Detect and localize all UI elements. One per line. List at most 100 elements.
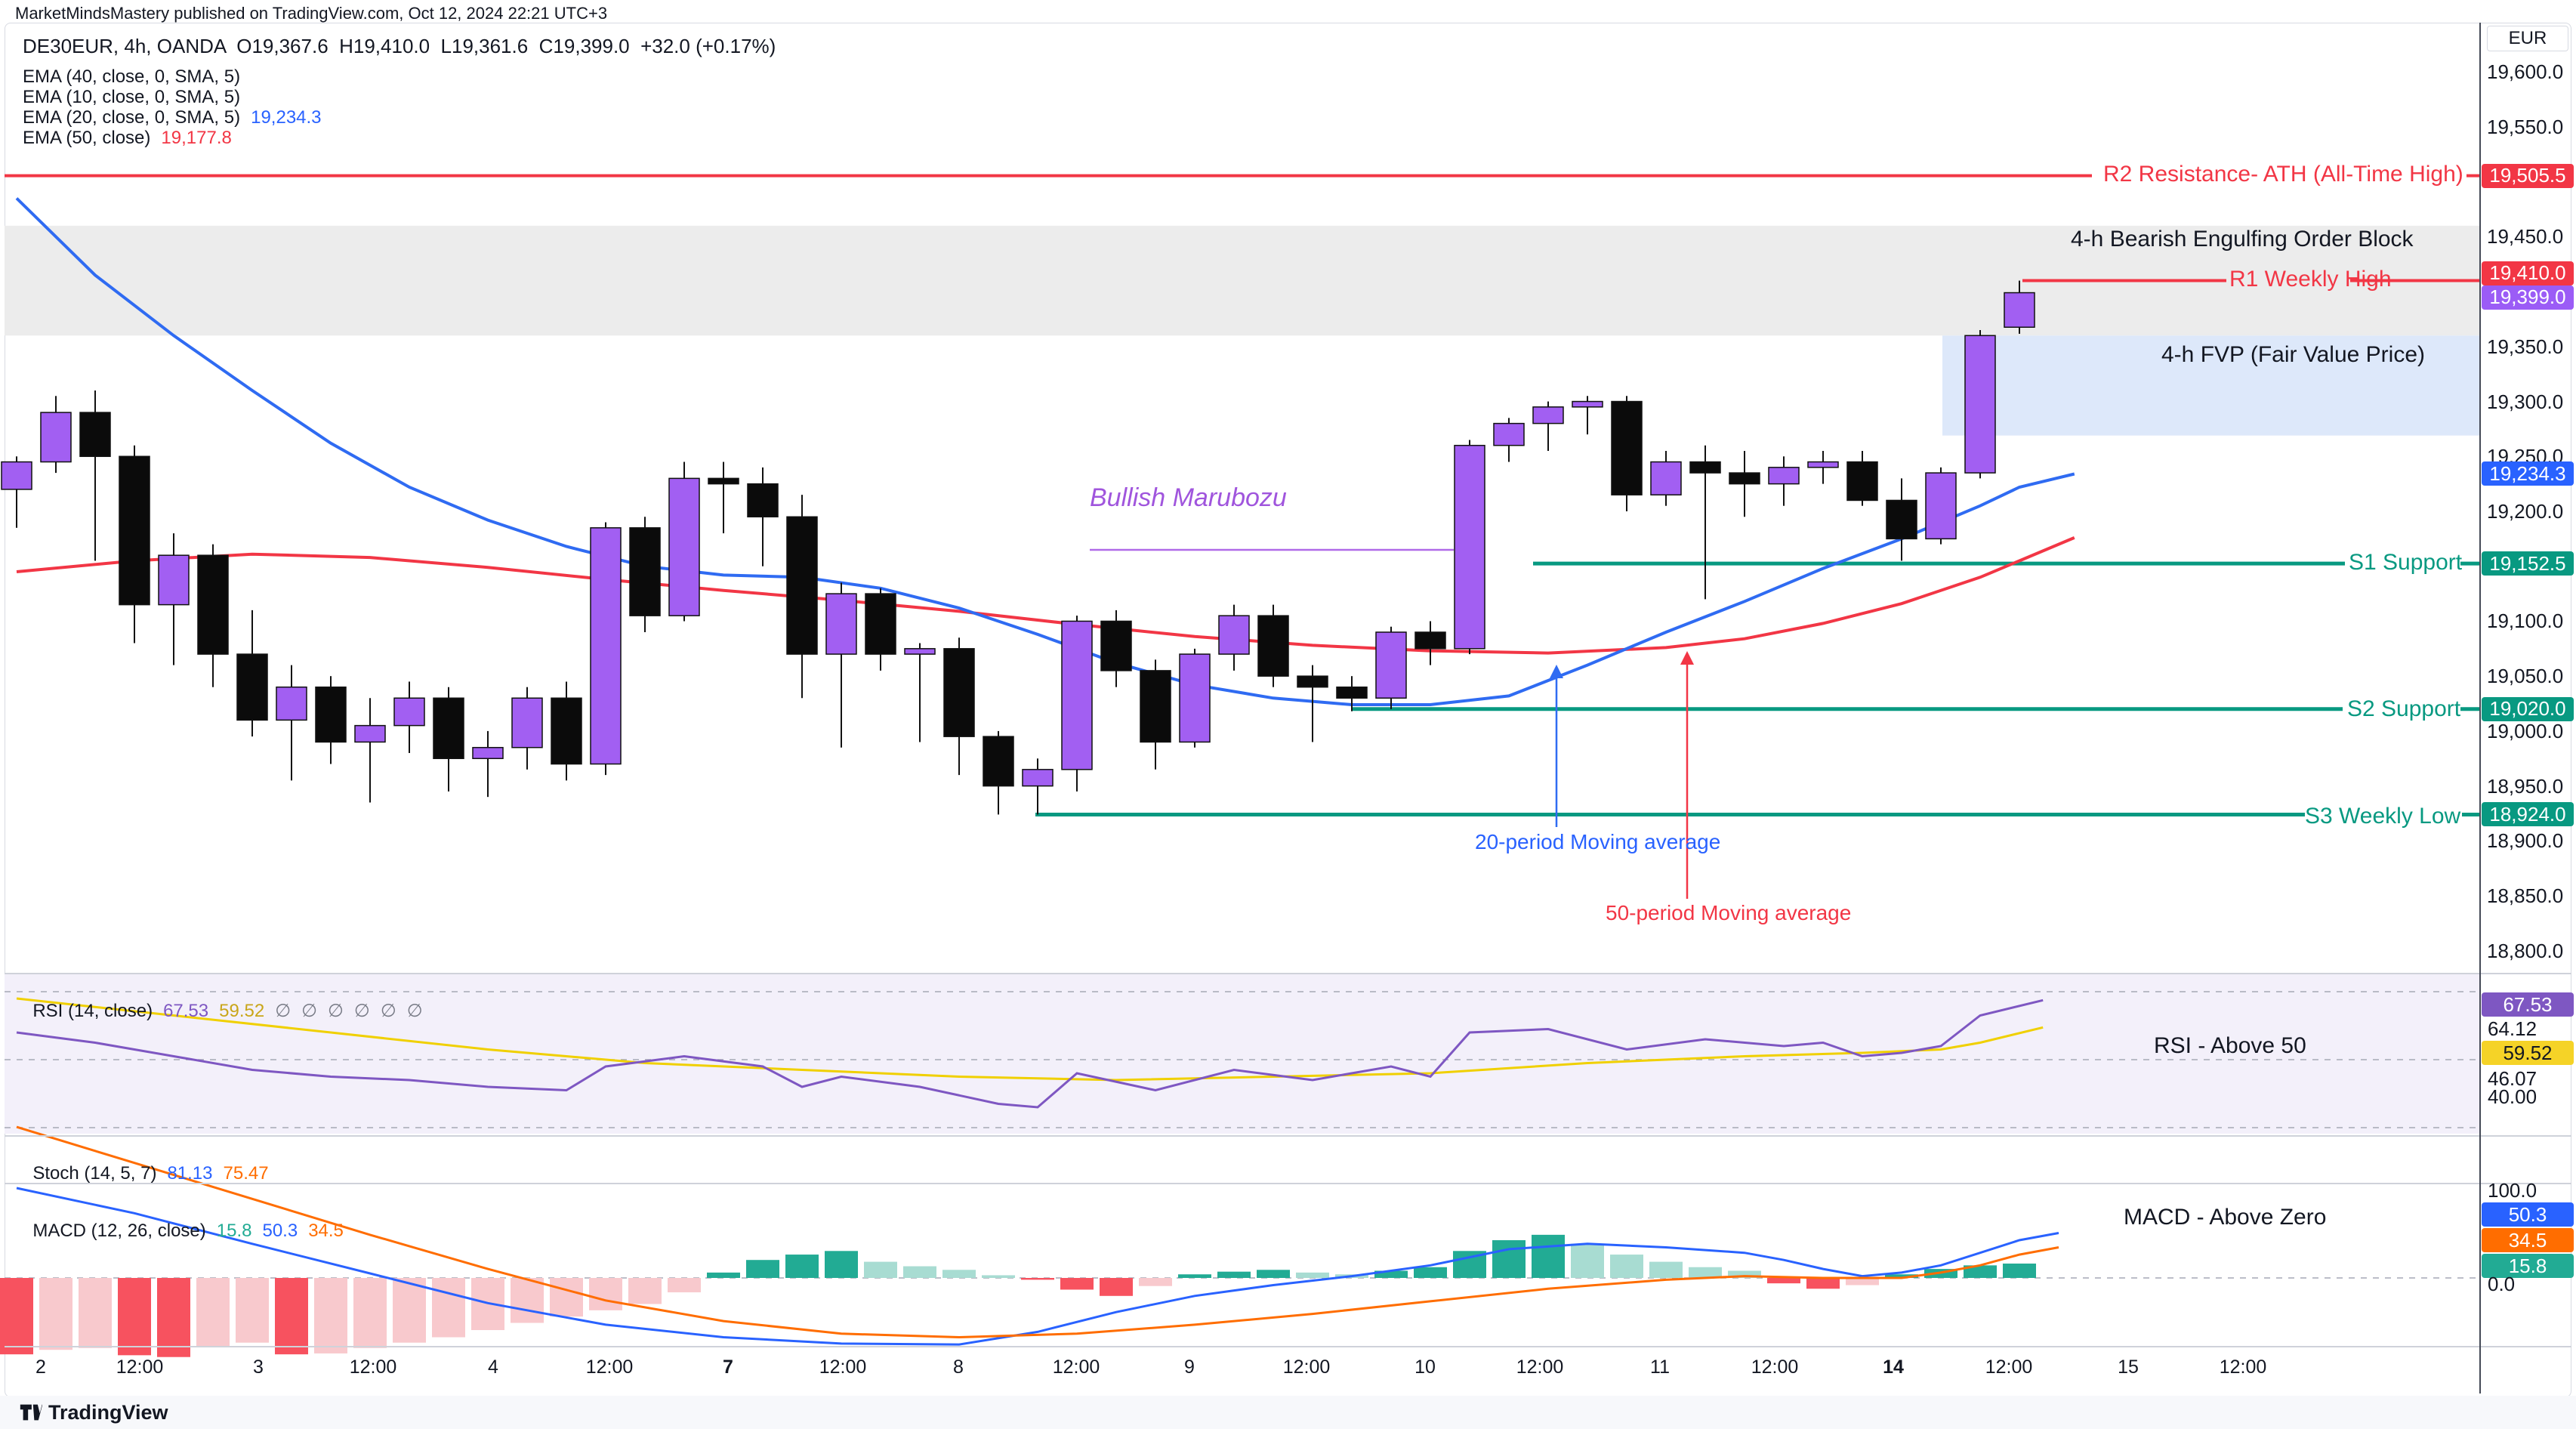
order-block-label[interactable]: 4-h Bearish Engulfing Order Block — [2071, 227, 2414, 252]
macd-histogram-bar — [1139, 1278, 1172, 1286]
macd-histogram-bar — [118, 1278, 151, 1356]
rsi-legend[interactable]: RSI (14, close) 67.53 59.52 ∅ ∅ ∅ ∅ ∅ ∅ — [23, 979, 423, 1022]
candle-body — [983, 736, 1014, 787]
bullish-marubozu-label[interactable]: Bullish Marubozu — [1090, 483, 1287, 512]
macd-histogram-bar — [1532, 1234, 1565, 1278]
candle-body — [1257, 615, 1289, 677]
time-axis-label: 12:00 — [1751, 1356, 1799, 1378]
macd-histogram-bar — [1728, 1270, 1761, 1278]
indicator-legend-value: ∅ — [406, 1001, 423, 1021]
time-axis-label: 15 — [2118, 1356, 2139, 1378]
macd-histogram-bar — [1374, 1270, 1408, 1278]
candle-body — [1414, 631, 1446, 650]
candle-body — [1100, 620, 1132, 671]
candle-body — [1768, 467, 1800, 485]
macd-histogram-bar — [1217, 1271, 1251, 1278]
price-axis-tick: 19,050.0 — [2487, 665, 2564, 688]
s3-weekly-low-label[interactable]: S3 Weekly Low — [2305, 804, 2461, 829]
symbol-legend[interactable]: DE30EUR, 4h, OANDA O19,367.6 H19,410.0 L… — [23, 35, 776, 57]
candle-body — [590, 527, 622, 765]
indicator-axis-label: 34.5 — [2482, 1228, 2574, 1252]
macd-legend[interactable]: MACD (12, 26, close) 15.8 50.3 34.5 — [23, 1199, 344, 1242]
fvp-label[interactable]: 4-h FVP (Fair Value Price) — [2161, 342, 2425, 367]
ema-legend-value: 19,177.8 — [161, 128, 232, 148]
macd-histogram-bar — [236, 1278, 269, 1343]
price-axis-border — [2479, 23, 2481, 1394]
time-axis-label: 12:00 — [819, 1356, 867, 1378]
ma20-annotation-label[interactable]: 20-period Moving average — [1475, 830, 1721, 853]
price-axis-tick: 19,350.0 — [2487, 335, 2564, 358]
price-level-chip: 19,399.0 — [2482, 285, 2574, 310]
macd-histogram-bar — [1100, 1278, 1133, 1296]
macd-histogram-bar — [589, 1278, 622, 1310]
indicator-legend-value: 75.47 — [223, 1163, 269, 1184]
tradingview-logo-icon — [20, 1404, 42, 1421]
publisher-bar: MarketMindsMastery published on TradingV… — [15, 4, 608, 23]
time-axis-label: 12:00 — [585, 1356, 634, 1378]
indicator-legend-value: 67.53 — [163, 1001, 209, 1021]
time-axis-label: 12:00 — [116, 1356, 164, 1378]
macd-histogram-bar — [1257, 1270, 1290, 1278]
time-axis-label: 8 — [953, 1356, 964, 1378]
macd-histogram-bar — [1021, 1278, 1054, 1280]
macd-histogram-bar — [668, 1278, 701, 1293]
macd-histogram-bar — [1610, 1255, 1643, 1278]
candle-body — [1022, 769, 1054, 787]
candle-body — [1729, 472, 1760, 485]
candle-body — [747, 483, 779, 518]
currency-button[interactable]: EUR — [2487, 26, 2568, 51]
candle-body — [629, 527, 661, 616]
ema-legend-value: 19,234.3 — [251, 107, 322, 128]
indicator-axis-label: 64.12 — [2488, 1017, 2537, 1040]
tradingview-logo[interactable]: TradingView — [18, 1400, 168, 1424]
price-axis-tick: 19,300.0 — [2487, 390, 2564, 413]
macd-histogram-bar — [0, 1278, 33, 1355]
price-axis-tick: 19,100.0 — [2487, 610, 2564, 633]
candle-body — [79, 412, 111, 458]
macd-histogram-bar — [550, 1278, 583, 1317]
macd-note[interactable]: MACD - Above Zero — [2124, 1205, 2327, 1230]
price-level-chip: 19,505.5 — [2482, 163, 2574, 188]
macd-histogram-bar — [157, 1278, 190, 1357]
price-axis-tick: 18,850.0 — [2487, 884, 2564, 908]
candle-body — [786, 516, 818, 655]
macd-histogram-bar — [1414, 1267, 1447, 1278]
ma50-annotation-label[interactable]: 50-period Moving average — [1606, 901, 1852, 924]
candle-body — [472, 746, 504, 760]
ema-legend-row[interactable]: EMA (20, close, 0, SMA, 5) 19,234.3 — [23, 107, 322, 128]
fair-value-price-zone — [1942, 335, 2479, 436]
candle-body — [1179, 653, 1211, 743]
macd-histogram-bar — [825, 1251, 858, 1278]
stoch-legend[interactable]: Stoch (14, 5, 7) 81.13 75.47 — [23, 1142, 269, 1184]
macd-histogram-bar — [785, 1255, 819, 1278]
pane-separator — [5, 1346, 2571, 1347]
r2-resistance-label[interactable]: R2 Resistance- ATH (All-Time High) — [2103, 162, 2463, 187]
time-axis-label: 14 — [1883, 1356, 1904, 1378]
macd-histogram-bar — [1846, 1278, 1879, 1285]
price-axis-tick: 19,200.0 — [2487, 500, 2564, 523]
ema-legend-row[interactable]: EMA (40, close, 0, SMA, 5) — [23, 66, 240, 88]
r1-weekly-high-label[interactable]: R1 Weekly High — [2229, 267, 2392, 292]
ema-legend-row[interactable]: EMA (10, close, 0, SMA, 5) — [23, 87, 240, 108]
s2-support-label[interactable]: S2 Support — [2347, 696, 2461, 721]
indicator-legend-value: ∅ — [380, 1001, 396, 1021]
s1-support-label[interactable]: S1 Support — [2349, 550, 2463, 575]
candle-body — [1572, 400, 1603, 408]
indicator-legend-value: ∅ — [328, 1001, 344, 1021]
candle-body — [236, 653, 268, 721]
macd-histogram-bar — [1649, 1261, 1683, 1278]
price-axis-tick: 19,550.0 — [2487, 115, 2564, 138]
price-axis-tick: 18,900.0 — [2487, 829, 2564, 853]
ma20-arrow-head — [1550, 665, 1563, 678]
ema-legend-row[interactable]: EMA (50, close) 19,177.8 — [23, 128, 232, 149]
macd-histogram-bar — [1571, 1243, 1604, 1278]
candle-body — [1964, 335, 1996, 474]
time-axis-label: 9 — [1184, 1356, 1195, 1378]
price-level-chip: 18,924.0 — [2482, 802, 2574, 827]
rsi-note[interactable]: RSI - Above 50 — [2154, 1033, 2306, 1058]
candle-body — [1336, 686, 1368, 699]
price-axis-tick: 19,000.0 — [2487, 719, 2564, 742]
time-axis-label: 2 — [35, 1356, 46, 1378]
indicator-legend-value: 59.52 — [219, 1001, 265, 1021]
